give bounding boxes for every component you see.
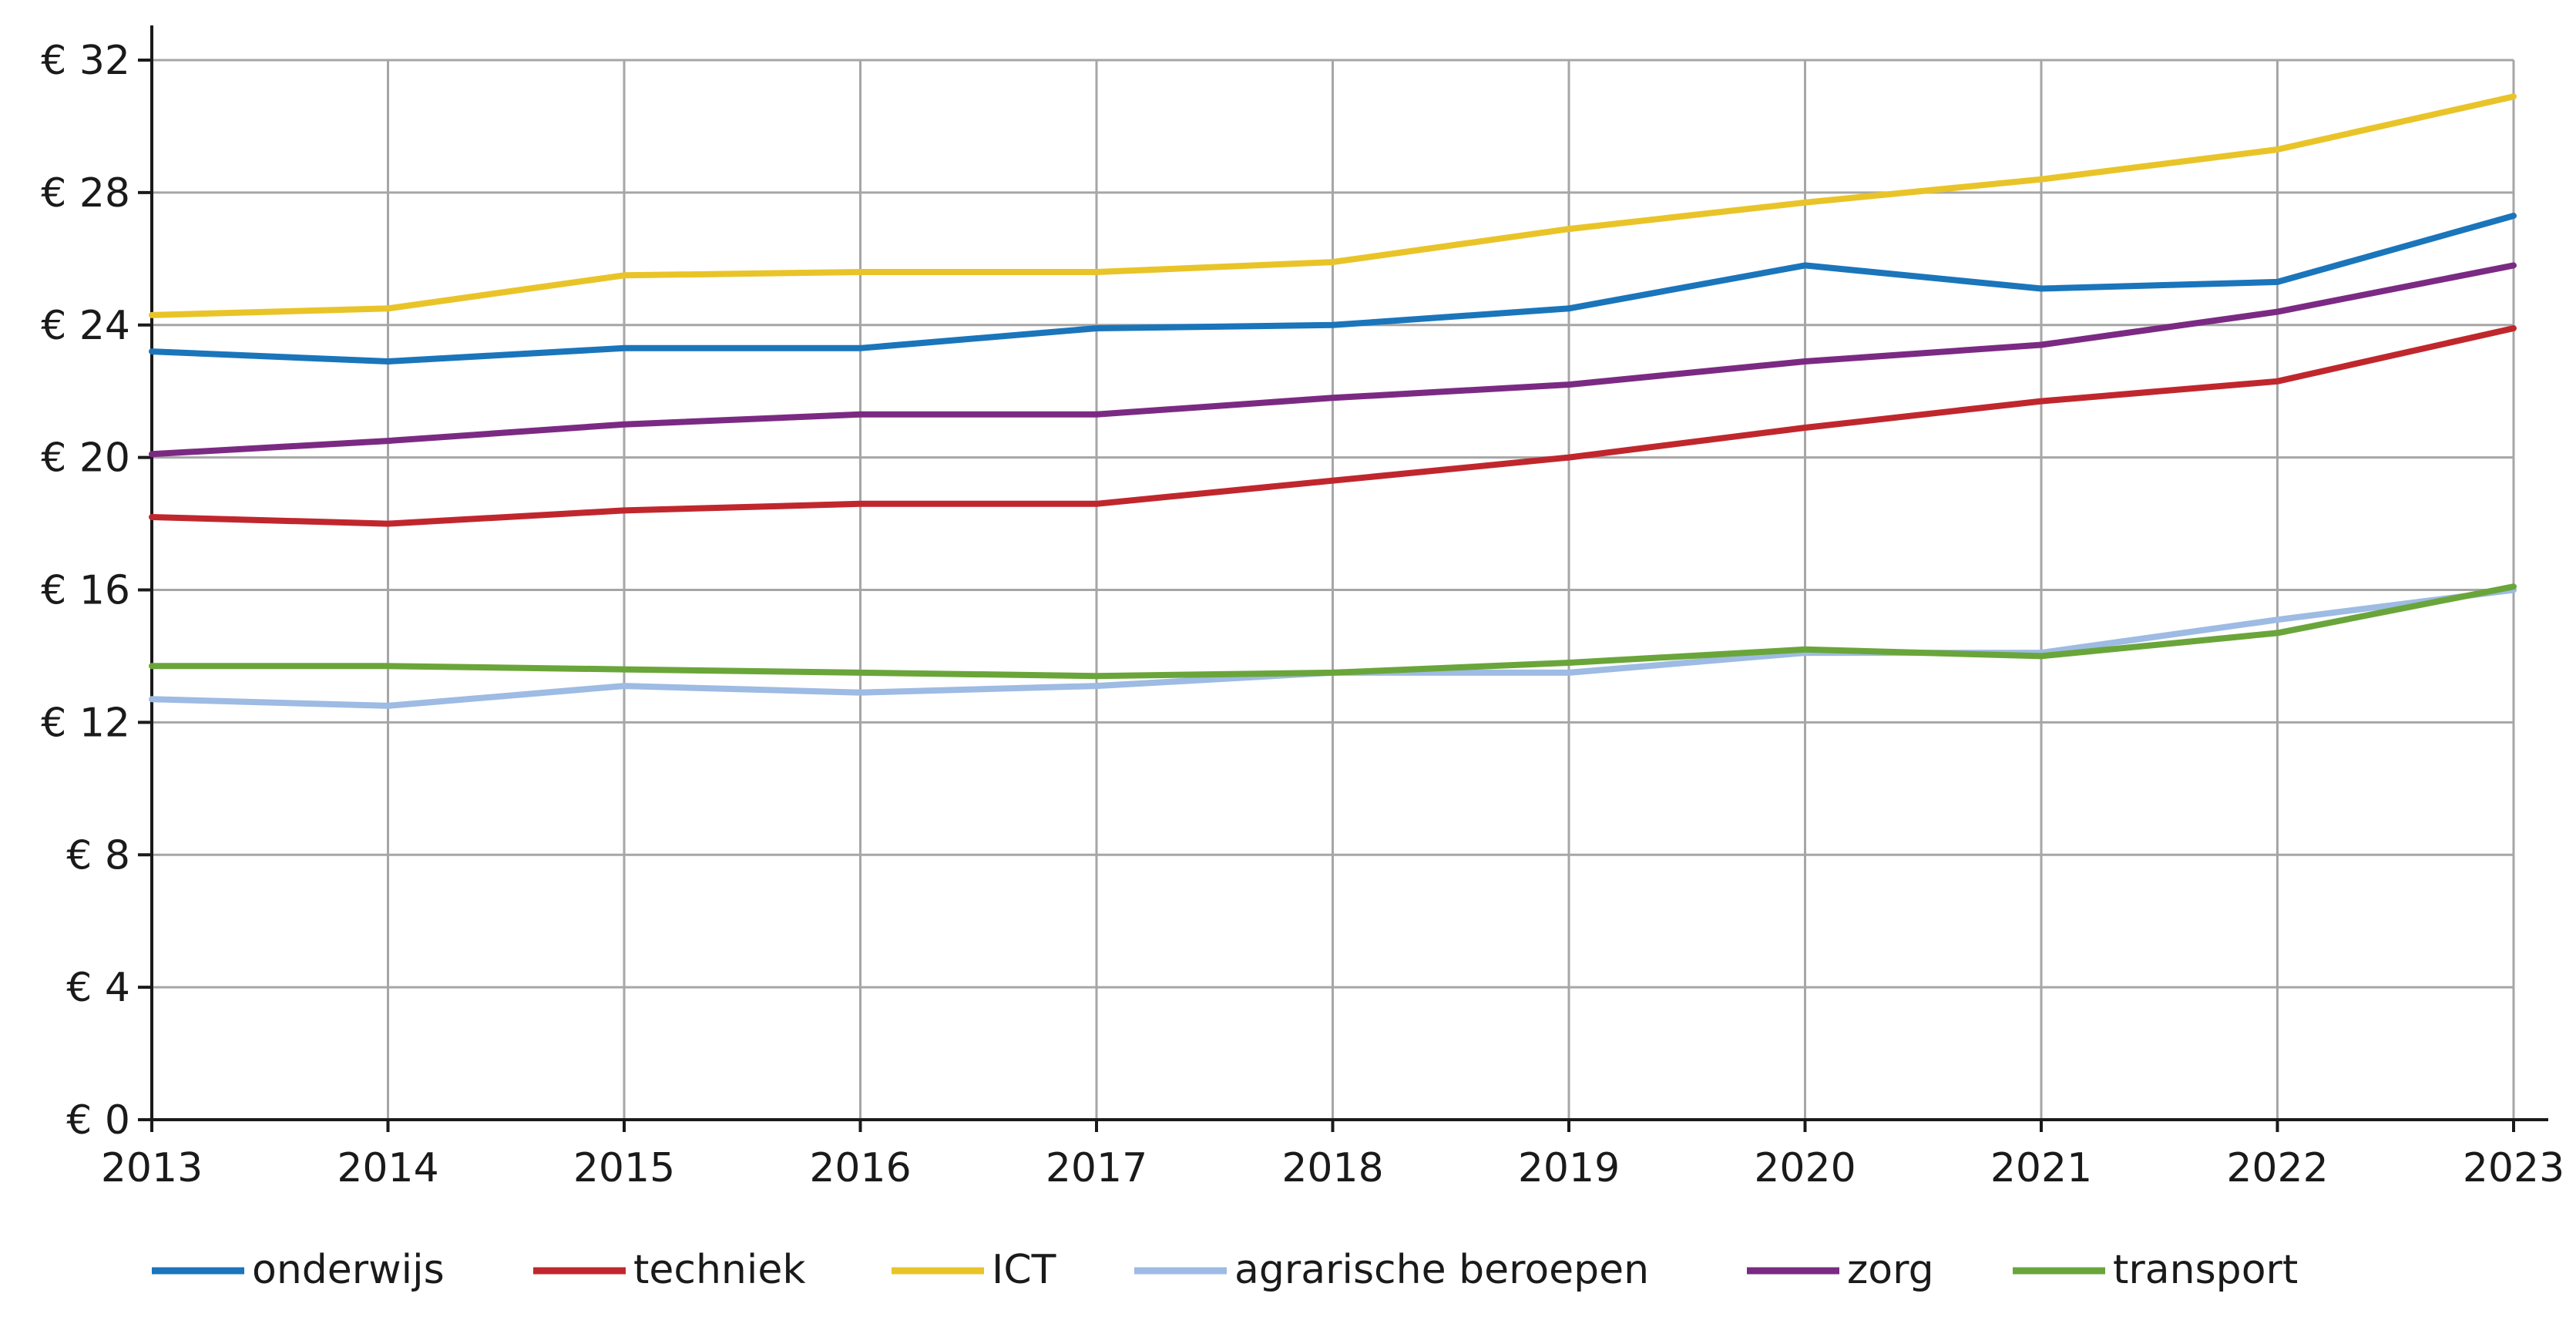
legend-label: techniek bbox=[633, 1247, 805, 1293]
series-lines bbox=[149, 93, 2517, 709]
legend-label: transport bbox=[2113, 1247, 2298, 1293]
y-tick-label: € 28 bbox=[41, 170, 130, 217]
y-tick-label: € 20 bbox=[41, 435, 130, 482]
series-line-transport bbox=[149, 583, 2517, 680]
legend-item: zorg bbox=[1747, 1247, 1934, 1293]
legend-item: agrarische beroepen bbox=[1134, 1247, 1649, 1293]
y-tick-label: € 32 bbox=[41, 38, 130, 84]
x-tick-label: 2018 bbox=[1281, 1145, 1383, 1191]
series-line-zorg bbox=[149, 262, 2517, 458]
x-tick-label: 2016 bbox=[809, 1145, 911, 1191]
series-line-techniek bbox=[149, 325, 2517, 527]
y-tick-label: € 16 bbox=[41, 568, 130, 614]
x-tick-label: 2020 bbox=[1754, 1145, 1856, 1191]
legend-item: transport bbox=[2013, 1247, 2298, 1293]
x-tick-label: 2013 bbox=[101, 1145, 203, 1191]
series-line-onderwijs bbox=[149, 213, 2517, 365]
legend-item: ICT bbox=[892, 1247, 1056, 1293]
axes: € 0 € 4 € 8 € 12 € 16 € 20 € 24 € 28 € 32 2013 201… bbox=[41, 25, 2564, 1191]
x-tick-label: 2019 bbox=[1518, 1145, 1620, 1191]
x-tick-label: 2014 bbox=[337, 1145, 438, 1191]
grid bbox=[152, 59, 2515, 1120]
legend-label: zorg bbox=[1847, 1247, 1934, 1293]
legend: onderwijs techniek ICT agrarische beroepen z… bbox=[152, 1247, 2298, 1293]
legend-item: techniek bbox=[533, 1247, 805, 1293]
y-tick-label: € 12 bbox=[41, 700, 130, 746]
x-tick-label: 2023 bbox=[2463, 1145, 2564, 1191]
x-tick-label: 2022 bbox=[2226, 1145, 2328, 1191]
legend-label: onderwijs bbox=[252, 1247, 445, 1293]
x-tick-label: 2015 bbox=[573, 1145, 675, 1191]
legend-label: agrarische beroepen bbox=[1234, 1247, 1649, 1293]
series-line-ict bbox=[149, 93, 2517, 318]
legend-label: ICT bbox=[992, 1247, 1056, 1293]
x-tick-label: 2021 bbox=[1990, 1145, 2092, 1191]
legend-item: onderwijs bbox=[152, 1247, 445, 1293]
y-tick-label: € 8 bbox=[66, 832, 130, 879]
y-tick-label: € 24 bbox=[41, 303, 130, 349]
y-tick-label: € 0 bbox=[66, 1097, 130, 1144]
x-tick-label: 2017 bbox=[1046, 1145, 1147, 1191]
y-tick-label: € 4 bbox=[66, 965, 130, 1011]
